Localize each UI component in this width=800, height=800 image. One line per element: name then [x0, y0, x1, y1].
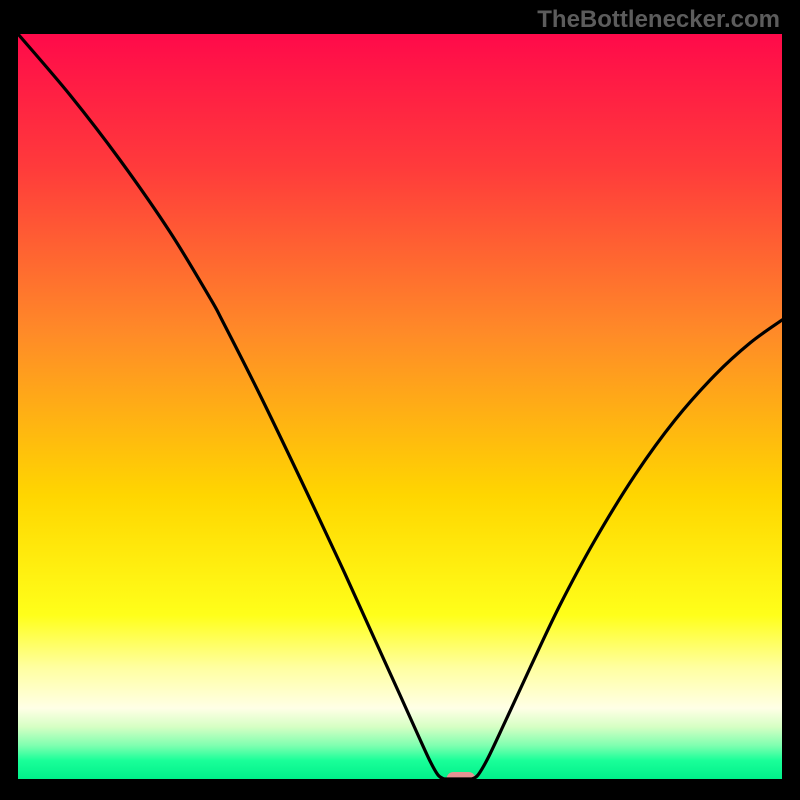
chart-container: TheBottlenecker.com [0, 0, 800, 800]
bottleneck-curve-layer [0, 0, 800, 800]
curve-right-branch [472, 320, 782, 779]
curve-left-branch [18, 34, 444, 779]
watermark-text: TheBottlenecker.com [537, 6, 780, 34]
